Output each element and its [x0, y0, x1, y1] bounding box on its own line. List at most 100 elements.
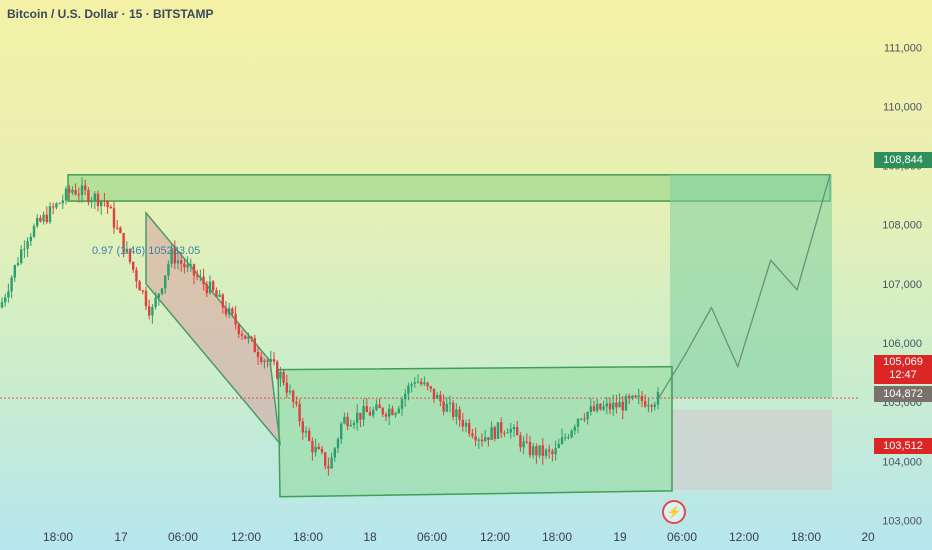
- candle-body: [183, 263, 186, 268]
- y-tick-label: 110,000: [883, 101, 922, 113]
- candle-body: [420, 381, 423, 385]
- x-tick-label: 19: [613, 530, 627, 544]
- candle-body: [64, 188, 68, 201]
- candle-body: [506, 432, 509, 434]
- candle-body: [247, 336, 250, 339]
- candle-body: [314, 446, 317, 453]
- candle-body: [237, 324, 240, 334]
- candle-body: [388, 408, 391, 417]
- candle-body: [74, 190, 77, 195]
- candle-body: [266, 360, 269, 362]
- candle-body: [160, 288, 164, 294]
- candle-body: [308, 430, 311, 441]
- candle-body: [391, 408, 394, 415]
- candle-body: [410, 384, 413, 386]
- candle-body: [279, 371, 282, 379]
- candle-body: [464, 422, 468, 427]
- candle-body: [138, 281, 141, 291]
- candle-body: [618, 401, 621, 408]
- candle-body: [157, 293, 160, 298]
- y-tick-label: 106,000: [882, 338, 922, 350]
- x-tick-label: 06:00: [417, 530, 447, 544]
- candle-body: [583, 418, 586, 420]
- candle-body: [189, 264, 192, 266]
- candle-body: [196, 275, 199, 277]
- current-price-value: 105,069: [883, 356, 923, 368]
- candle-body: [564, 437, 567, 439]
- y-tick-label: 108,000: [882, 220, 922, 232]
- candle-body: [656, 392, 660, 405]
- x-tick-label: 18:00: [791, 530, 821, 544]
- candle-body: [522, 441, 525, 448]
- candle-body: [484, 437, 487, 442]
- candle-body: [119, 227, 122, 234]
- candle-body: [352, 422, 356, 426]
- candle-body: [202, 276, 205, 285]
- candle-body: [452, 402, 455, 417]
- x-tick-label: 12:00: [231, 530, 261, 544]
- candle-body: [500, 422, 503, 433]
- candle-body: [0, 302, 4, 308]
- candle-body: [52, 206, 55, 208]
- candle-body: [192, 264, 196, 276]
- candle-body: [455, 409, 458, 417]
- candle-body: [503, 432, 506, 434]
- candle-body: [407, 385, 410, 394]
- candle-body: [340, 423, 343, 440]
- candle-body: [276, 361, 279, 379]
- candle-body: [628, 396, 631, 399]
- candle-body: [496, 422, 500, 439]
- candle-body: [292, 390, 295, 402]
- candle-body: [509, 429, 512, 433]
- candle-body: [362, 406, 365, 420]
- candle-body: [605, 403, 608, 407]
- candle-body: [128, 248, 132, 262]
- candle-body: [615, 402, 618, 408]
- candle-body: [272, 359, 276, 362]
- candle-body: [448, 402, 452, 404]
- candle-body: [589, 406, 592, 413]
- candle-body: [439, 394, 442, 402]
- lightning-alert-icon[interactable]: ⚡: [662, 500, 686, 524]
- x-tick-label: 12:00: [480, 530, 510, 544]
- candle-body: [378, 404, 381, 409]
- candle-body: [109, 206, 112, 209]
- candle-body: [375, 404, 378, 411]
- x-tick-label: 18:00: [542, 530, 572, 544]
- candle-body: [573, 426, 576, 431]
- candle-body: [580, 418, 583, 420]
- candle-body: [228, 308, 231, 315]
- candle-body: [250, 336, 253, 339]
- candle-body: [4, 297, 7, 303]
- candle-body: [45, 214, 48, 223]
- candle-body: [173, 248, 176, 264]
- candle-body: [602, 406, 605, 410]
- y-tick-label: 103,000: [882, 515, 922, 527]
- candle-body: [301, 421, 304, 433]
- candle-body: [586, 412, 589, 420]
- current-price-label: 105,069 12:47: [874, 355, 932, 384]
- candle-body: [36, 217, 39, 227]
- x-tick-label: 18:00: [43, 530, 73, 544]
- candle-body: [608, 403, 612, 410]
- target-zone: [670, 174, 832, 399]
- candle-body: [525, 441, 528, 443]
- candle-body: [532, 446, 535, 456]
- candle-body: [93, 193, 96, 201]
- candle-body: [29, 236, 32, 242]
- candle-body: [343, 416, 346, 424]
- candle-body: [71, 190, 74, 193]
- candle-body: [612, 402, 615, 410]
- candle-body: [298, 403, 301, 422]
- candle-body: [26, 241, 29, 249]
- candle-body: [576, 419, 580, 427]
- candle-body: [631, 395, 634, 399]
- candle-body: [84, 185, 87, 191]
- candle-body: [263, 360, 266, 362]
- candle-body: [234, 313, 237, 325]
- candle-body: [356, 412, 359, 423]
- candle-body: [404, 393, 407, 400]
- fib-label: 0.97 (1.46) 105233.05: [92, 245, 201, 257]
